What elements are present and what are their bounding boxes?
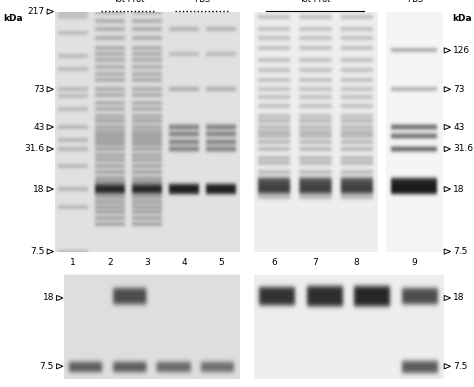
Text: 4: 4 (181, 258, 187, 267)
Polygon shape (444, 125, 451, 130)
Text: 31.6: 31.6 (24, 144, 45, 154)
Polygon shape (47, 146, 54, 152)
Polygon shape (444, 249, 451, 254)
Polygon shape (47, 87, 54, 92)
Text: 18: 18 (453, 293, 465, 303)
Text: 18: 18 (43, 293, 54, 303)
Polygon shape (56, 295, 63, 301)
Polygon shape (47, 187, 54, 192)
Text: 7.5: 7.5 (453, 362, 467, 371)
Text: 5: 5 (218, 258, 224, 267)
Text: 3: 3 (144, 258, 150, 267)
Polygon shape (47, 125, 54, 130)
Text: PBS: PBS (407, 0, 423, 3)
Polygon shape (444, 48, 451, 53)
Polygon shape (47, 9, 54, 14)
Polygon shape (444, 146, 451, 152)
Text: 7: 7 (312, 258, 318, 267)
Polygon shape (444, 364, 451, 369)
Text: 18: 18 (33, 185, 45, 194)
Text: 7.5: 7.5 (40, 362, 54, 371)
Polygon shape (47, 249, 54, 254)
Text: kDa: kDa (452, 14, 472, 22)
Text: PBS: PBS (194, 0, 210, 3)
Text: 6: 6 (271, 258, 277, 267)
Text: 43: 43 (453, 123, 465, 132)
Text: 31.6: 31.6 (453, 144, 474, 154)
Polygon shape (444, 295, 451, 301)
Text: 9: 9 (412, 258, 418, 267)
Text: 8: 8 (354, 258, 359, 267)
Text: 7.5: 7.5 (30, 247, 45, 256)
Text: 43: 43 (33, 123, 45, 132)
Polygon shape (444, 87, 451, 92)
Text: 217: 217 (27, 7, 45, 16)
Text: 2: 2 (107, 258, 113, 267)
Text: 18: 18 (453, 185, 465, 194)
Text: 73: 73 (33, 85, 45, 94)
Text: kDa: kDa (3, 14, 23, 22)
Polygon shape (56, 364, 63, 369)
Text: 1: 1 (70, 258, 76, 267)
Text: 73: 73 (453, 85, 465, 94)
Polygon shape (444, 187, 451, 192)
Text: Tot Prot: Tot Prot (113, 0, 144, 3)
Text: Tot Prot: Tot Prot (300, 0, 331, 3)
Text: 126: 126 (453, 46, 470, 55)
Text: 7.5: 7.5 (453, 247, 467, 256)
